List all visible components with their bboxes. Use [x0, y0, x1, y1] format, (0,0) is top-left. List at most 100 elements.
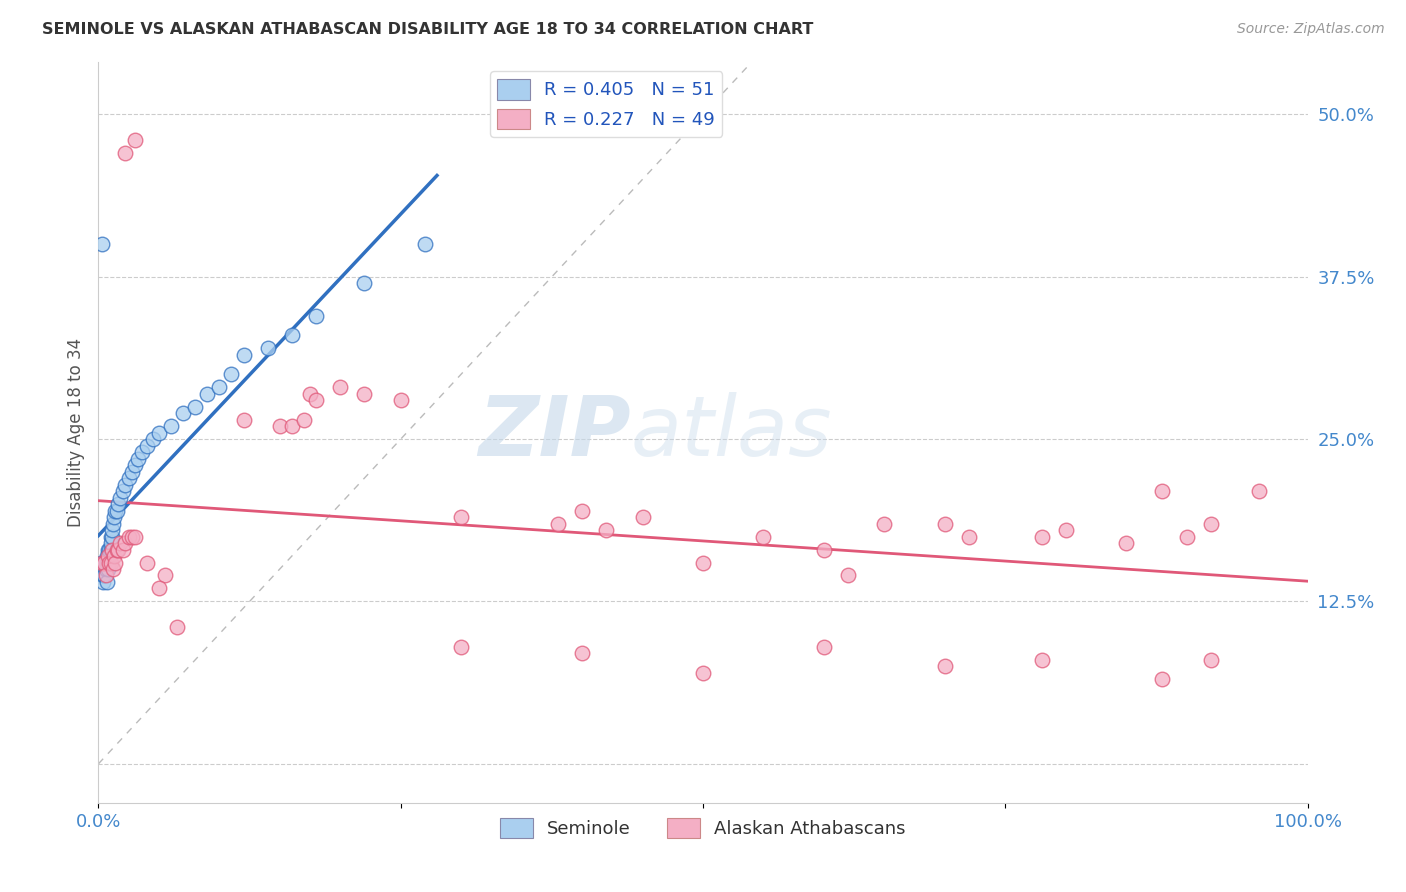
Point — [91, 568, 114, 582]
Point — [353, 386, 375, 401]
Point — [221, 367, 243, 381]
Point — [184, 400, 207, 414]
Point — [1175, 529, 1198, 543]
Point — [692, 556, 714, 570]
Point — [135, 556, 157, 570]
Point — [631, 510, 654, 524]
Point — [104, 556, 127, 570]
Point — [1152, 673, 1174, 687]
Text: ZIP: ZIP — [478, 392, 630, 473]
Point — [450, 510, 472, 524]
Point — [100, 529, 122, 543]
Point — [100, 536, 122, 550]
Point — [305, 309, 328, 323]
Point — [98, 542, 121, 557]
Point — [232, 412, 254, 426]
Point — [934, 659, 956, 673]
Point — [148, 582, 170, 596]
Point — [232, 348, 254, 362]
Point — [103, 510, 125, 524]
Point — [100, 542, 122, 557]
Point — [1115, 536, 1137, 550]
Point — [91, 574, 114, 589]
Point — [413, 237, 436, 252]
Point — [107, 542, 129, 557]
Point — [101, 516, 124, 531]
Point — [104, 503, 127, 517]
Point — [93, 568, 115, 582]
Point — [114, 146, 136, 161]
Point — [547, 516, 569, 531]
Point — [571, 647, 593, 661]
Point — [934, 516, 956, 531]
Point — [813, 542, 835, 557]
Point — [353, 277, 375, 291]
Point — [292, 412, 315, 426]
Point — [256, 341, 278, 355]
Point — [269, 419, 291, 434]
Point — [389, 393, 412, 408]
Point — [93, 562, 115, 576]
Point — [957, 529, 980, 543]
Point — [94, 562, 117, 576]
Point — [97, 556, 120, 570]
Point — [97, 542, 120, 557]
Legend: Seminole, Alaskan Athabascans: Seminole, Alaskan Athabascans — [494, 810, 912, 846]
Point — [100, 542, 122, 557]
Point — [281, 328, 304, 343]
Point — [97, 549, 120, 563]
Point — [1152, 484, 1174, 499]
Point — [100, 529, 122, 543]
Point — [305, 393, 328, 408]
Point — [692, 665, 714, 680]
Point — [299, 386, 322, 401]
Point — [96, 549, 118, 563]
Point — [195, 386, 218, 401]
Text: Source: ZipAtlas.com: Source: ZipAtlas.com — [1237, 22, 1385, 37]
Point — [93, 556, 115, 570]
Point — [111, 484, 134, 499]
Point — [813, 640, 835, 654]
Point — [1031, 529, 1053, 543]
Point — [1199, 516, 1222, 531]
Point — [108, 491, 131, 505]
Point — [135, 439, 157, 453]
Point — [329, 380, 352, 394]
Point — [148, 425, 170, 440]
Point — [124, 458, 146, 472]
Point — [94, 556, 117, 570]
Point — [1249, 484, 1271, 499]
Point — [107, 497, 129, 511]
Point — [571, 503, 593, 517]
Point — [873, 516, 896, 531]
Text: atlas: atlas — [630, 392, 832, 473]
Point — [94, 568, 117, 582]
Point — [153, 568, 176, 582]
Point — [91, 562, 114, 576]
Text: SEMINOLE VS ALASKAN ATHABASCAN DISABILITY AGE 18 TO 34 CORRELATION CHART: SEMINOLE VS ALASKAN ATHABASCAN DISABILIT… — [42, 22, 814, 37]
Point — [752, 529, 775, 543]
Point — [96, 574, 118, 589]
Point — [103, 549, 125, 563]
Point — [124, 529, 146, 543]
Point — [91, 237, 114, 252]
Point — [166, 620, 188, 634]
Point — [100, 523, 122, 537]
Point — [114, 477, 136, 491]
Point — [97, 562, 120, 576]
Point — [121, 529, 143, 543]
Point — [595, 523, 617, 537]
Point — [118, 529, 141, 543]
Point — [127, 451, 149, 466]
Point — [91, 556, 114, 570]
Point — [108, 536, 131, 550]
Point — [96, 556, 118, 570]
Point — [160, 419, 183, 434]
Point — [1054, 523, 1077, 537]
Point — [114, 536, 136, 550]
Point — [101, 562, 124, 576]
Point — [124, 133, 146, 147]
Point — [142, 432, 165, 446]
Point — [121, 465, 143, 479]
Point — [105, 503, 128, 517]
